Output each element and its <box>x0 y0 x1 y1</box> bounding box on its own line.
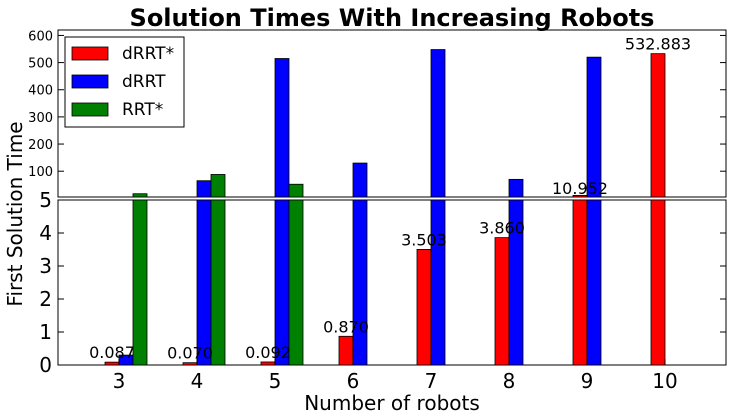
x-tick-label: 10 <box>652 369 677 393</box>
data-label: 0.870 <box>323 317 369 336</box>
bar-RRT*-5-lower <box>288 199 304 366</box>
x-tick-label: 5 <box>269 369 282 393</box>
bar-dRRT*-8-lower <box>494 237 510 366</box>
y-tick-label: 5 <box>39 188 52 212</box>
bar-dRRT*-5-lower <box>260 361 276 366</box>
bar-RRT*-3-upper <box>132 193 148 198</box>
bar-dRRT*-3-lower <box>104 361 120 366</box>
bar-dRRT*-6-lower <box>338 335 354 366</box>
x-tick-label: 7 <box>425 369 438 393</box>
legend-swatch <box>71 102 109 117</box>
y-tick-label: 200 <box>28 138 53 153</box>
bar-dRRT*-9-lower <box>572 199 588 366</box>
y-tick-label: 100 <box>28 165 53 180</box>
bar-dRRT-9-lower <box>586 199 602 366</box>
data-label: 10.952 <box>552 179 608 198</box>
x-tick-label: 6 <box>347 369 360 393</box>
bar-dRRT*-10-lower <box>650 199 666 366</box>
data-label: 3.860 <box>479 219 525 238</box>
bar-dRRT-8-lower <box>508 199 524 366</box>
lower-plot-frame <box>57 199 727 366</box>
legend-entry: RRT* <box>122 100 163 120</box>
y-tick-label: 1 <box>39 320 52 344</box>
y-tick-label: 400 <box>28 84 53 99</box>
bar-RRT*-4-lower <box>210 199 226 366</box>
data-label: 0.087 <box>89 343 135 362</box>
y-tick-label: 0 <box>39 353 52 377</box>
data-labels-layer: 0.087 0.070 0.092 0.870 3.503 3.860 10.952 532.… <box>89 35 691 363</box>
data-label: 532.883 <box>625 35 691 54</box>
y-tick-label: 2 <box>39 287 52 311</box>
bar-dRRT*-7-lower <box>416 249 432 366</box>
bar-dRRT-9-upper <box>586 56 602 198</box>
bars-layer <box>104 49 666 366</box>
bar-dRRT-6-lower <box>352 199 368 366</box>
y-tick-label: 600 <box>28 29 53 44</box>
x-tick-label: 9 <box>581 369 594 393</box>
bar-RRT*-4-upper <box>210 174 226 198</box>
x-tick-label: 3 <box>113 369 126 393</box>
bar-dRRT*-10-upper <box>650 53 666 198</box>
legend-entry: dRRT* <box>122 44 174 64</box>
data-label: 0.070 <box>167 344 213 363</box>
bar-dRRT-5-lower <box>274 199 290 366</box>
x-tick-label: 4 <box>191 369 204 393</box>
bar-dRRT*-4-lower <box>182 362 198 366</box>
legend: dRRT* dRRT RRT* <box>64 36 185 128</box>
upper-plot-frame <box>57 29 727 198</box>
y-tick-label: 3 <box>39 254 52 278</box>
y-tick-label: 300 <box>28 111 53 126</box>
legend-swatch <box>71 74 109 89</box>
bar-RRT*-5-upper <box>288 183 304 198</box>
y-tick-label: 4 <box>39 221 52 245</box>
bar-RRT*-3-lower <box>132 199 148 366</box>
x-axis-label: Number of robots <box>304 391 480 415</box>
bar-dRRT-8-upper <box>508 178 524 198</box>
bar-dRRT-6-upper <box>352 162 368 198</box>
bar-dRRT-7-upper <box>430 49 446 198</box>
y-ticks-layer: 0 1 2 3 4 5 100 200 300 400 500 600 <box>28 29 726 377</box>
bar-dRRT-5-upper <box>274 58 290 198</box>
y-tick-label: 500 <box>28 57 53 72</box>
legend-entry: dRRT <box>122 72 166 92</box>
data-label: 0.092 <box>245 343 291 362</box>
bar-dRRT-4-upper <box>196 180 212 198</box>
x-ticks-layer: 3 4 5 6 7 8 9 10 <box>113 369 678 393</box>
bar-dRRT-4-lower <box>196 199 212 366</box>
y-axis-label: First Solution Time <box>3 121 27 306</box>
x-tick-label: 8 <box>503 369 516 393</box>
legend-swatch <box>71 46 109 61</box>
bar-dRRT-7-lower <box>430 199 446 366</box>
chart-title: Solution Times With Increasing Robots <box>130 4 655 32</box>
data-label: 3.503 <box>401 230 447 249</box>
